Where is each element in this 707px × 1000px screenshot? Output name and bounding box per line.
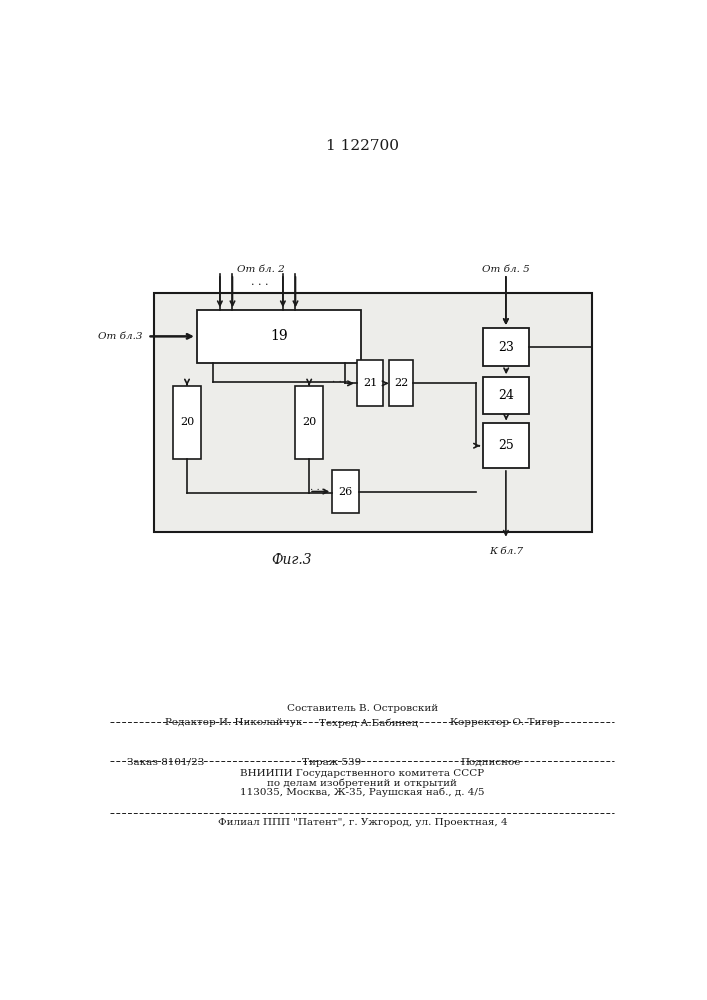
Text: 25: 25 xyxy=(498,439,514,452)
Bar xyxy=(296,386,323,459)
Bar xyxy=(483,423,530,468)
Text: . . .: . . . xyxy=(310,483,327,492)
Text: 113035, Москва, Ж-35, Раушская наб., д. 4/5: 113035, Москва, Ж-35, Раушская наб., д. … xyxy=(240,788,484,797)
Text: 23: 23 xyxy=(498,341,514,354)
Text: Составитель В. Островский: Составитель В. Островский xyxy=(287,704,438,713)
Bar xyxy=(483,377,530,414)
Text: От бл.3: От бл.3 xyxy=(98,332,142,341)
Text: по делам изобретений и открытий: по делам изобретений и открытий xyxy=(267,778,457,788)
Text: 1 122700: 1 122700 xyxy=(326,139,399,153)
Bar xyxy=(154,293,592,532)
Text: Техред А.Бабинец: Техред А.Бабинец xyxy=(319,718,418,728)
Text: Филиал ППП "Патент", г. Ужгород, ул. Проектная, 4: Филиал ППП "Патент", г. Ужгород, ул. Про… xyxy=(218,818,507,827)
Text: К бл.7: К бл.7 xyxy=(489,547,523,556)
Text: Редактор И. Николайчук: Редактор И. Николайчук xyxy=(165,718,303,727)
Text: . . .: . . . xyxy=(251,277,269,287)
Text: 26: 26 xyxy=(338,487,353,497)
Bar xyxy=(357,360,383,406)
Text: Подписное: Подписное xyxy=(461,758,521,767)
Text: 21: 21 xyxy=(363,378,377,388)
Bar xyxy=(332,470,358,513)
Text: 22: 22 xyxy=(394,378,408,388)
Text: 24: 24 xyxy=(498,389,514,402)
Bar xyxy=(173,386,201,459)
Text: Корректор О. Тигор: Корректор О. Тигор xyxy=(450,718,560,727)
Text: От бл. 2: От бл. 2 xyxy=(237,265,285,274)
Text: . . .: . . . xyxy=(332,375,349,384)
Text: 19: 19 xyxy=(270,329,288,343)
Text: Заказ 8101/23: Заказ 8101/23 xyxy=(127,758,204,767)
Text: ВНИИПИ Государственного комитета СССР: ВНИИПИ Государственного комитета СССР xyxy=(240,769,484,778)
Bar xyxy=(197,310,361,363)
Text: Тираж 539: Тираж 539 xyxy=(302,758,361,767)
Text: От бл. 5: От бл. 5 xyxy=(482,265,530,274)
Bar xyxy=(389,360,414,406)
Text: 20: 20 xyxy=(180,417,194,427)
Text: Фиг.3: Фиг.3 xyxy=(271,553,311,567)
Text: 20: 20 xyxy=(302,417,316,427)
Bar xyxy=(483,328,530,366)
